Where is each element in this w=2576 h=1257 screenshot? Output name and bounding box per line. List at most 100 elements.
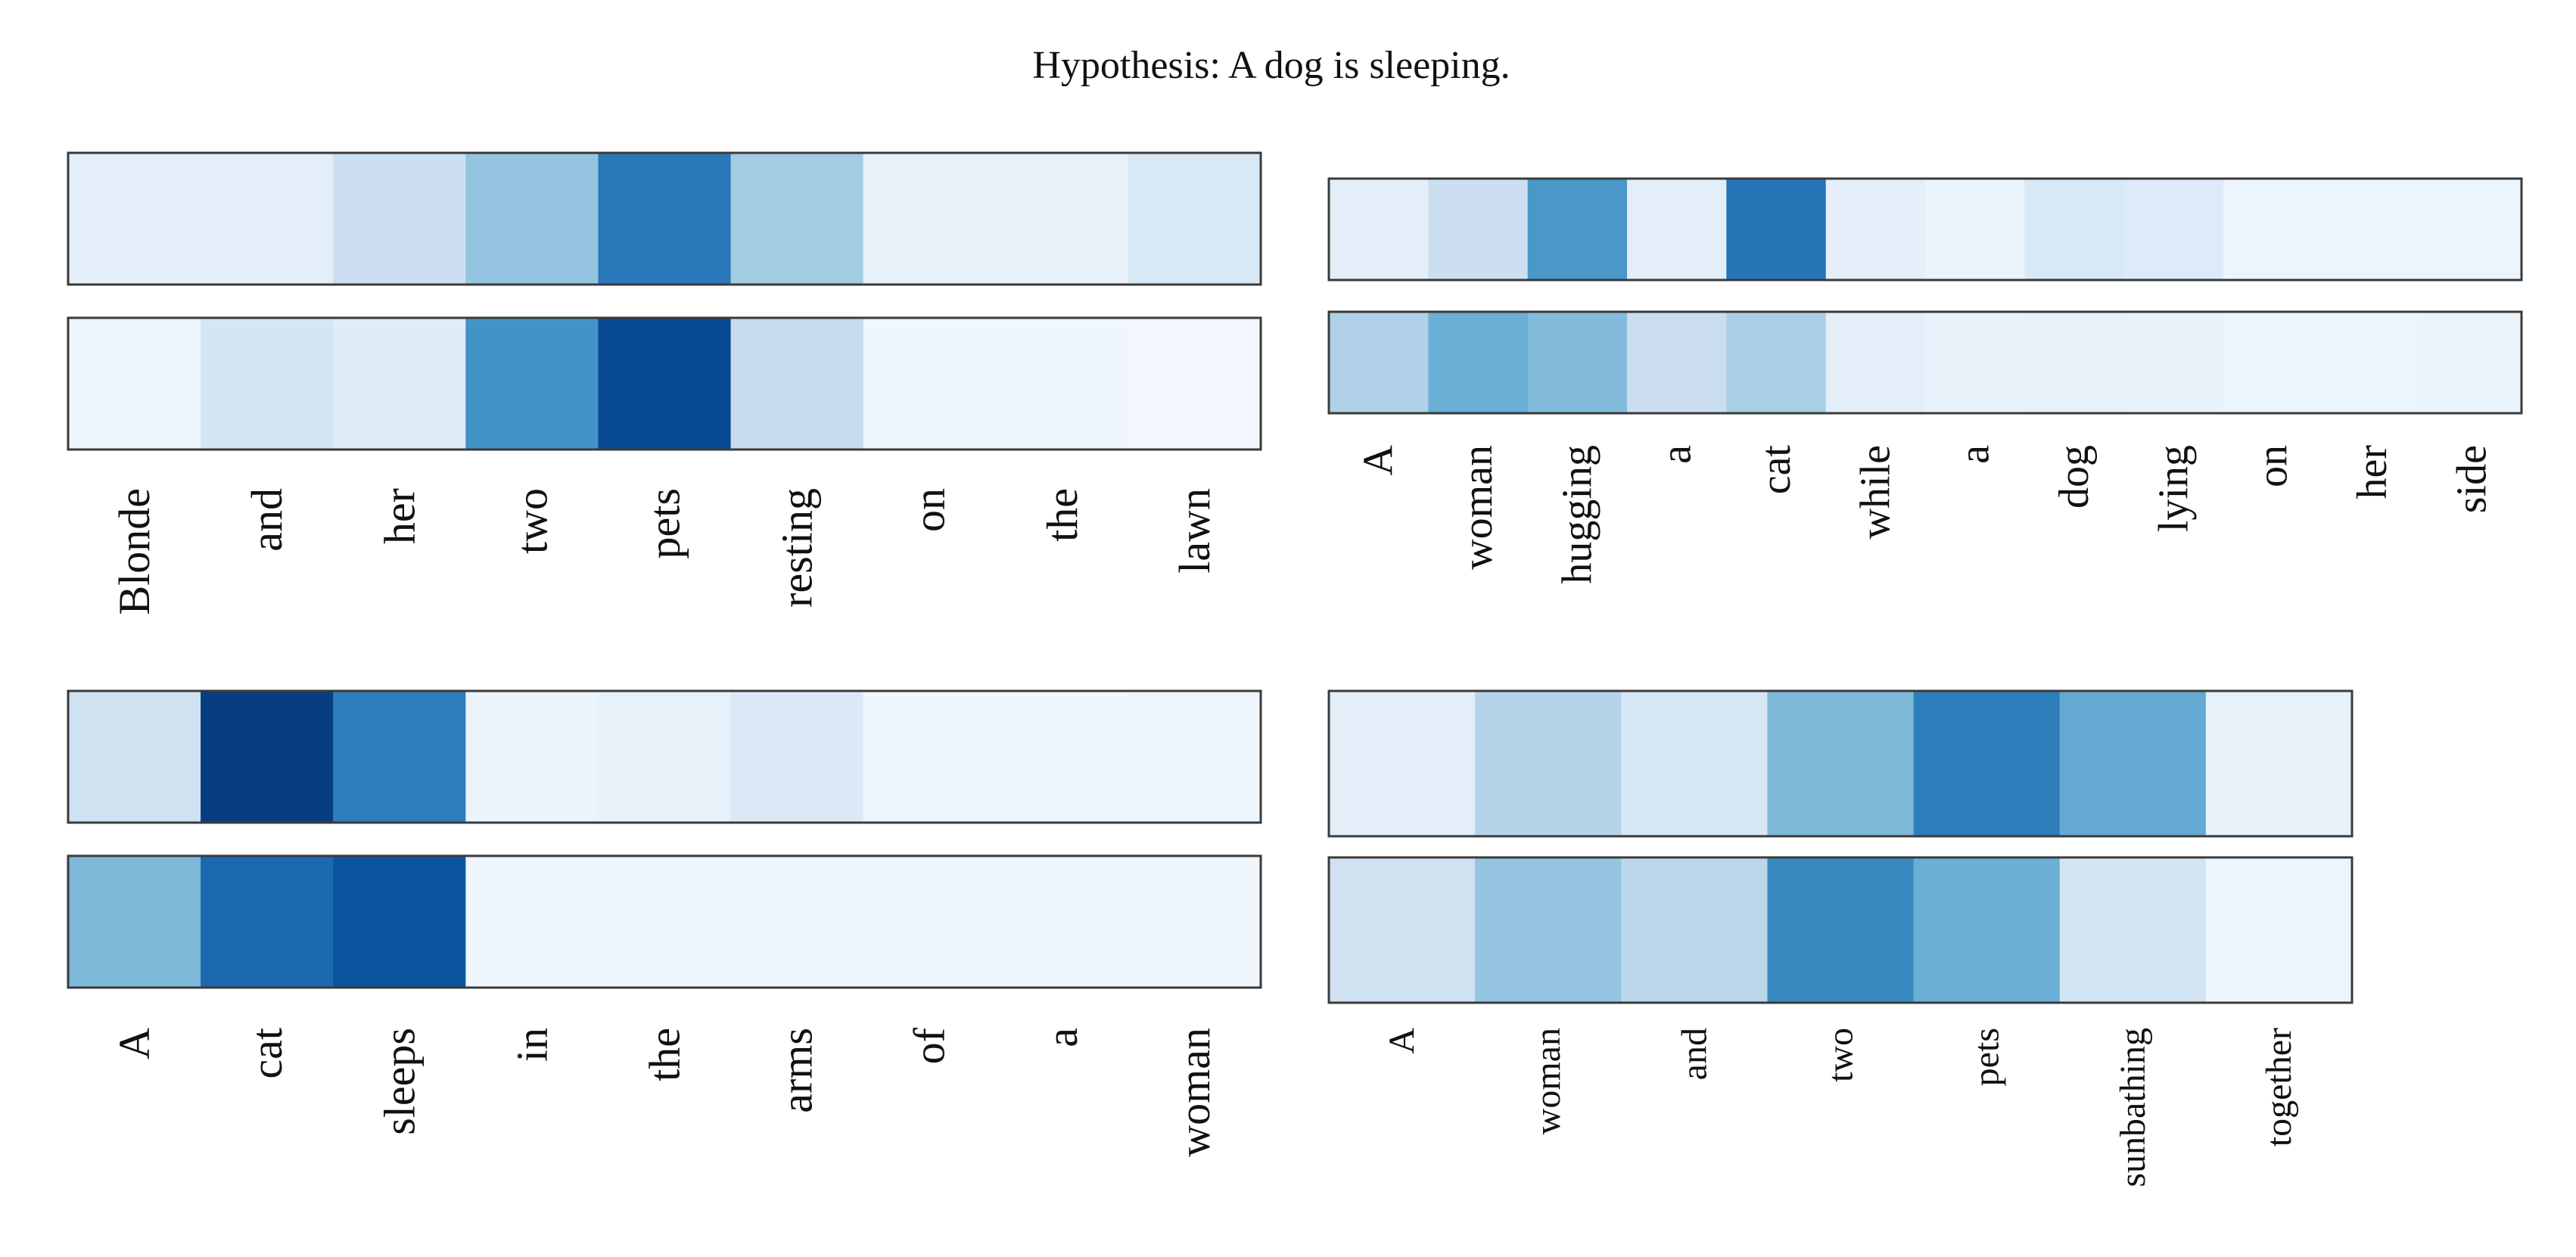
- token-label: her: [375, 488, 424, 544]
- token-label: on: [905, 488, 954, 532]
- heatmap-cell: [1329, 312, 1429, 413]
- heatmap-cell: [730, 318, 864, 450]
- heatmap-cell: [68, 318, 201, 450]
- heatmap-row-frame: [67, 151, 1262, 286]
- heatmap-cell: [1726, 179, 1827, 280]
- heatmap-cell: [2024, 312, 2125, 413]
- heatmap-cell: [1475, 691, 1622, 836]
- heatmap-cell: [1627, 179, 1727, 280]
- heatmap-cell: [333, 691, 466, 823]
- figure-title: Hypothesis: A dog is sleeping.: [1032, 44, 1510, 87]
- token-label: cat: [242, 1028, 291, 1079]
- heatmap-cell: [465, 153, 599, 285]
- token-label: together: [2259, 1028, 2299, 1147]
- heatmap-cell: [1128, 153, 1262, 285]
- token-label: hugging: [1554, 445, 1601, 584]
- heatmap-cell: [2024, 179, 2125, 280]
- token-label: arms: [773, 1028, 822, 1113]
- heatmap-cell: [1726, 312, 1827, 413]
- heatmap-cell: [863, 153, 997, 285]
- token-label: the: [640, 1028, 689, 1081]
- heatmap-panels: Blonde and her two pets resting on the lawn A woma…: [67, 151, 2523, 1187]
- token-label: woman: [1454, 445, 1501, 570]
- token-label: and: [242, 488, 291, 552]
- heatmap-cell: [2422, 312, 2522, 413]
- heatmap-cell: [730, 691, 864, 823]
- heatmap-row-frame: [1327, 310, 2523, 415]
- token-label: her: [2349, 445, 2396, 499]
- token-label: Blonde: [110, 488, 159, 615]
- heatmap-row-frame: [1327, 856, 2354, 1004]
- heatmap-cell: [1913, 691, 2061, 836]
- heatmap-cell: [2322, 312, 2423, 413]
- token-label: cat: [1753, 445, 1800, 495]
- heatmap-cell: [598, 318, 732, 450]
- token-label: a: [1952, 445, 1999, 464]
- heatmap-cell: [995, 691, 1129, 823]
- token-label: while: [1852, 445, 1899, 539]
- heatmap-cell: [1925, 179, 2025, 280]
- token-label: resting: [773, 488, 822, 608]
- heatmap-cell: [1825, 179, 1926, 280]
- heatmap-cell: [1329, 691, 1476, 836]
- heatmap-cell: [201, 856, 334, 988]
- heatmap-row-frame: [67, 689, 1262, 824]
- heatmap-panel-top-left: Blonde and her two pets resting on the lawn: [67, 151, 1262, 615]
- heatmap-cell: [1767, 691, 1915, 836]
- heatmap-cell: [995, 153, 1129, 285]
- heatmap-cell: [465, 691, 599, 823]
- heatmap-row-frame: [67, 854, 1262, 989]
- heatmap-cell: [2322, 179, 2423, 280]
- heatmap-row-frame: [1327, 177, 2523, 282]
- heatmap-cell: [68, 153, 201, 285]
- heatmap-cell: [1128, 691, 1262, 823]
- heatmap-cell: [995, 318, 1129, 450]
- heatmap-cell: [1329, 179, 1429, 280]
- heatmap-cell: [2422, 179, 2522, 280]
- heatmap-cell: [863, 691, 997, 823]
- token-label: a: [1654, 445, 1700, 464]
- heatmap-cell: [68, 856, 201, 988]
- token-label: dog: [2051, 445, 2098, 509]
- token-label: woman: [1528, 1028, 1568, 1134]
- heatmap-cell: [863, 318, 997, 450]
- heatmap-cell: [1621, 691, 1769, 836]
- heatmap-cell: [201, 318, 334, 450]
- heatmap-cell: [1475, 857, 1622, 1003]
- heatmap-cell: [1128, 856, 1262, 988]
- heatmap-cell: [68, 691, 201, 823]
- heatmap-cell: [333, 318, 466, 450]
- heatmap-cell: [2123, 312, 2224, 413]
- heatmap-cell: [333, 153, 466, 285]
- token-label: the: [1038, 488, 1087, 542]
- token-label: sunbathing: [2113, 1028, 2153, 1187]
- token-label: two: [1821, 1028, 1861, 1082]
- heatmap-cell: [1925, 312, 2025, 413]
- token-label: woman: [1170, 1028, 1219, 1157]
- heatmap-cell: [730, 856, 864, 988]
- token-label: lawn: [1170, 488, 1219, 574]
- heatmap-cell: [1627, 312, 1727, 413]
- token-label: two: [507, 488, 556, 554]
- token-label: in: [507, 1028, 556, 1062]
- heatmap-cell: [465, 856, 599, 988]
- token-label: lying: [2150, 445, 2197, 532]
- heatmap-cell: [2059, 691, 2207, 836]
- token-label: and: [1674, 1028, 1714, 1080]
- heatmap-cell: [1428, 312, 1529, 413]
- heatmap-cell: [730, 153, 864, 285]
- heatmap-cell: [333, 856, 466, 988]
- heatmap-cell: [2205, 691, 2353, 836]
- heatmap-row-frame: [67, 316, 1262, 451]
- heatmap-cell: [1913, 857, 2061, 1003]
- heatmap-cell: [201, 691, 334, 823]
- heatmap-cell: [2205, 857, 2353, 1003]
- heatmap-cell: [598, 153, 732, 285]
- heatmap-cell: [1428, 179, 1529, 280]
- heatmap-cell: [2123, 179, 2224, 280]
- heatmap-cell: [201, 153, 334, 285]
